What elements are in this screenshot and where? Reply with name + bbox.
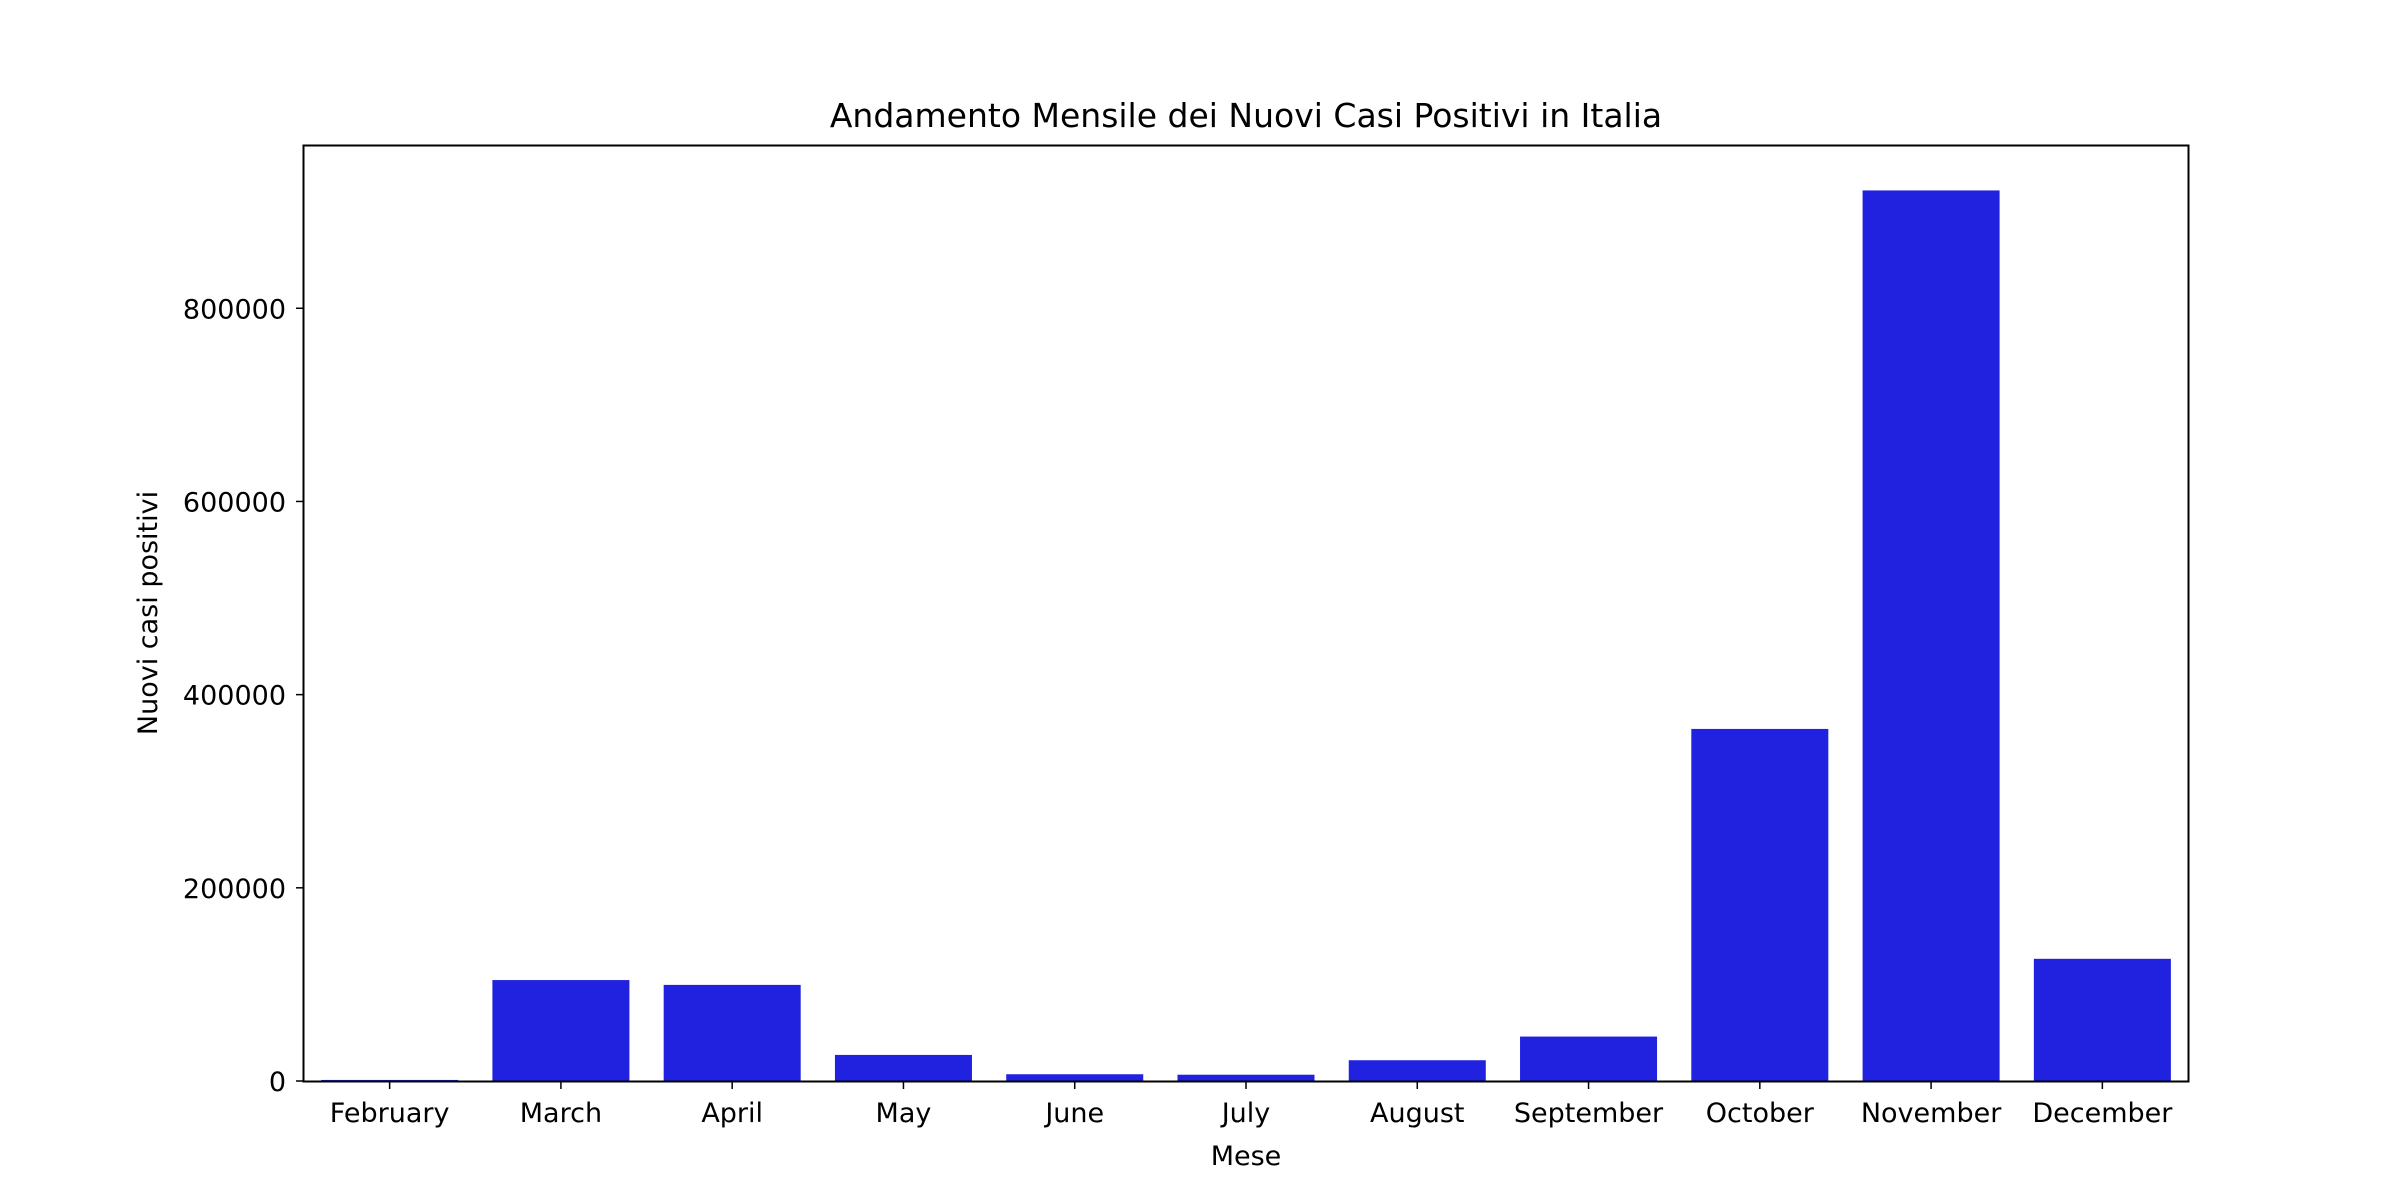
- x-tick-label: May: [876, 1098, 932, 1129]
- bar-group: [321, 190, 2171, 1081]
- x-tick-label: October: [1706, 1098, 1815, 1129]
- y-tick-label: 200000: [183, 874, 286, 905]
- y-axis-label: Nuovi casi positivi: [133, 491, 164, 735]
- bar-september: [1520, 1036, 1658, 1081]
- x-tick-label: September: [1514, 1098, 1664, 1129]
- bar-may: [834, 1054, 972, 1081]
- bar-february: [321, 1079, 459, 1081]
- x-tick-label: April: [701, 1098, 763, 1129]
- bar-march: [492, 980, 630, 1081]
- x-axis-ticks: February March April May June July August Septe…: [330, 1081, 2173, 1129]
- x-tick-label: December: [2032, 1098, 2173, 1129]
- x-tick-label: March: [520, 1098, 602, 1129]
- plot-frame: [302, 144, 2190, 1083]
- x-tick-label: July: [1220, 1098, 1271, 1129]
- bar-november: [1862, 190, 2000, 1081]
- bar-december: [2033, 958, 2171, 1081]
- y-tick-label: 400000: [183, 681, 286, 712]
- chart-title: Andamento Mensile dei Nuovi Casi Positiv…: [830, 96, 1662, 135]
- y-tick-label: 600000: [183, 487, 286, 518]
- bar-july: [1177, 1074, 1315, 1081]
- bar-june: [1006, 1074, 1144, 1081]
- bar-august: [1348, 1060, 1486, 1081]
- x-axis-label: Mese: [1211, 1141, 1282, 1172]
- x-tick-label: June: [1043, 1098, 1104, 1129]
- y-tick-label: 800000: [183, 294, 286, 325]
- x-tick-label: February: [330, 1098, 450, 1129]
- bar-october: [1691, 728, 1829, 1081]
- y-axis-ticks: 0 200000 400000 600000 800000: [183, 294, 304, 1098]
- bar-april: [663, 984, 801, 1081]
- y-tick-label: 0: [269, 1067, 286, 1098]
- x-tick-label: August: [1370, 1098, 1465, 1129]
- x-tick-label: November: [1861, 1098, 2002, 1129]
